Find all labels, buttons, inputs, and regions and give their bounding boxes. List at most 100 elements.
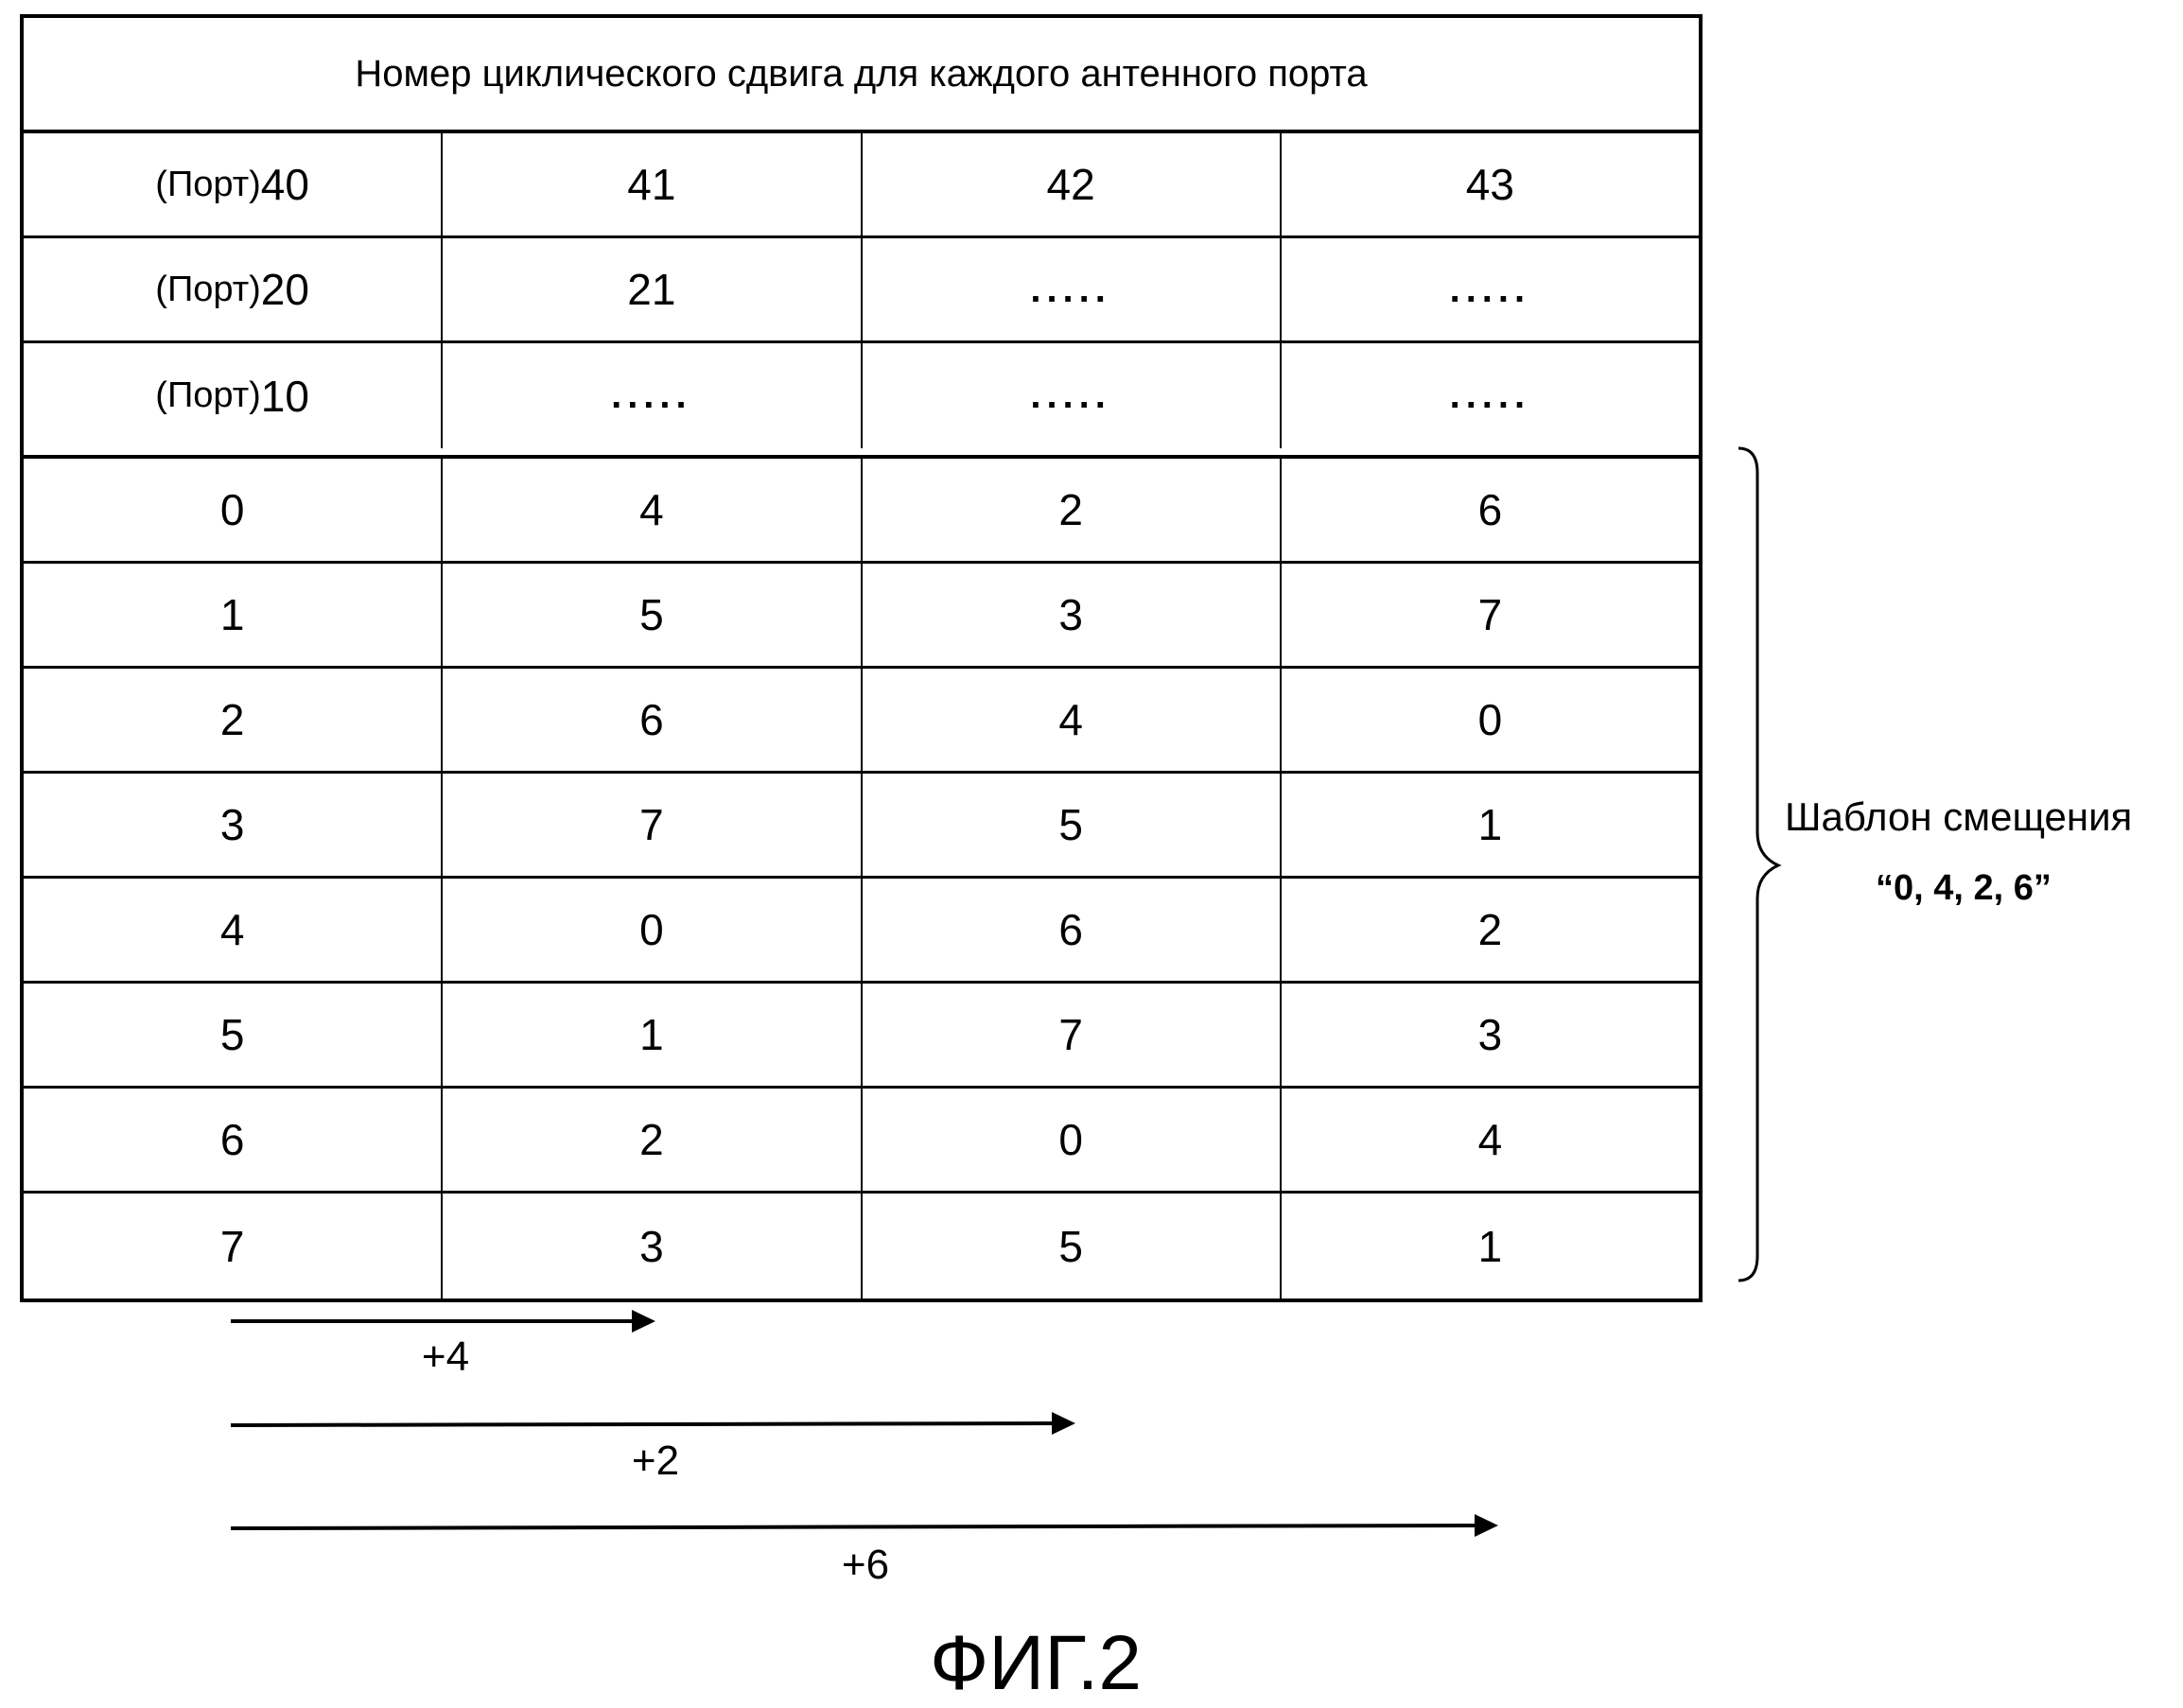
cyclic-shift-table: Номер циклического сдвига для каждого ан…: [20, 14, 1703, 1302]
table-cell: 0: [863, 1089, 1282, 1191]
arrow-plus4: [231, 1310, 655, 1333]
cell-value: .....: [1030, 375, 1111, 416]
arrow-label-plus2: +2: [631, 1438, 680, 1484]
table-cell: 5: [443, 564, 863, 666]
cell-value: .....: [1030, 268, 1111, 310]
cell-value: 10: [260, 371, 309, 421]
table-cell: (Порт) 40: [24, 133, 444, 235]
shift-row: 2 6 4 0: [24, 669, 1699, 774]
arrow-label-plus4: +4: [421, 1333, 470, 1380]
table-cell: 3: [443, 1194, 863, 1298]
cell-value: 6: [219, 1115, 245, 1164]
cell-value: 0: [639, 905, 664, 954]
arrow-plus6: [230, 1514, 1498, 1537]
table-cell: 3: [863, 564, 1282, 666]
cell-value: 42: [1046, 160, 1095, 209]
port-row: (Порт) 20 21..........: [24, 238, 1699, 343]
table-cell: 0: [1282, 669, 1699, 771]
cell-value: 1: [219, 590, 245, 639]
table-cell: 1: [1282, 774, 1699, 876]
port-prefix: (Порт): [155, 164, 261, 204]
cell-value: 1: [639, 1010, 664, 1059]
cell-value: 0: [219, 485, 245, 534]
table-cell: 42: [863, 133, 1282, 235]
cell-value: 21: [627, 265, 676, 314]
cell-value: 2: [219, 695, 245, 744]
cell-value: 7: [1058, 1010, 1083, 1059]
cell-value: 0: [1058, 1115, 1083, 1164]
table-cell: 5: [863, 774, 1282, 876]
shift-row: 0 4 2 6: [24, 459, 1699, 564]
shift-row: 4 0 6 2: [24, 879, 1699, 984]
table-cell: 2: [863, 459, 1282, 561]
table-cell: 3: [24, 774, 444, 876]
table-cell: 7: [443, 774, 863, 876]
port-rows: (Порт) 40 41 42 43 (Порт) 20 21.......... (Порт)…: [24, 133, 1699, 448]
cell-value: 5: [639, 590, 664, 639]
cell-value: 20: [260, 265, 309, 314]
shift-row: 3 7 5 1: [24, 774, 1699, 879]
table-cell: 1: [24, 564, 444, 666]
table-cell: 1: [443, 984, 863, 1086]
cell-value: 2: [1477, 905, 1503, 954]
cell-value: 40: [260, 160, 309, 209]
table-cell: .....: [863, 343, 1282, 448]
table-cell: 2: [1282, 879, 1699, 981]
right-brace: [1738, 446, 1782, 1282]
table-cell: 5: [24, 984, 444, 1086]
arrow-plus2: [230, 1412, 1075, 1435]
cell-value: 7: [219, 1221, 245, 1271]
figure-caption: ФИГ.2: [929, 1620, 1143, 1706]
cell-value: 0: [1477, 695, 1503, 744]
cell-value: 1: [1477, 1221, 1503, 1271]
cell-value: 7: [639, 800, 664, 849]
cell-value: 6: [639, 695, 664, 744]
table-cell: 6: [863, 879, 1282, 981]
table-cell: 2: [24, 669, 444, 771]
table-cell: (Порт) 10: [24, 343, 444, 448]
port-row: (Порт) 40 41 42 43: [24, 133, 1699, 238]
cell-value: 2: [639, 1115, 664, 1164]
table-cell: 6: [1282, 459, 1699, 561]
table-cell: .....: [1282, 238, 1699, 340]
cell-value: 6: [1477, 485, 1503, 534]
table-cell: 7: [863, 984, 1282, 1086]
table-cell: 3: [1282, 984, 1699, 1086]
table-cell: 41: [443, 133, 863, 235]
cell-value: 5: [1058, 1221, 1083, 1271]
table-cell: .....: [1282, 343, 1699, 448]
cell-value: 3: [219, 800, 245, 849]
cell-value: 3: [1477, 1010, 1503, 1059]
shift-row: 7 3 5 1: [24, 1194, 1699, 1298]
table-cell: 6: [24, 1089, 444, 1191]
shift-row: 6 2 0 4: [24, 1089, 1699, 1194]
cell-value: 2: [1058, 485, 1083, 534]
table-cell: 4: [1282, 1089, 1699, 1191]
cell-value: 3: [639, 1221, 664, 1271]
table-title: Номер циклического сдвига для каждого ан…: [24, 18, 1699, 133]
table-cell: 5: [863, 1194, 1282, 1298]
cell-value: 43: [1465, 160, 1514, 209]
port-prefix: (Порт): [155, 375, 261, 415]
table-cell: (Порт) 20: [24, 238, 444, 340]
cell-value: 6: [1058, 905, 1083, 954]
table-cell: 21: [443, 238, 863, 340]
table-cell: 1: [1282, 1194, 1699, 1298]
table-cell: 7: [1282, 564, 1699, 666]
table-cell: 4: [24, 879, 444, 981]
cell-value: 1: [1477, 800, 1503, 849]
table-cell: .....: [443, 343, 863, 448]
table-cell: 2: [443, 1089, 863, 1191]
cell-value: 41: [627, 160, 676, 209]
table-cell: 0: [443, 879, 863, 981]
cell-value: 5: [1058, 800, 1083, 849]
shift-row: 5 1 7 3: [24, 984, 1699, 1089]
offset-pattern-value: “0, 4, 2, 6”: [1876, 868, 2052, 908]
table-cell: 4: [863, 669, 1282, 771]
cell-value: .....: [1449, 375, 1531, 416]
table-cell: 7: [24, 1194, 444, 1298]
cell-value: 7: [1477, 590, 1503, 639]
